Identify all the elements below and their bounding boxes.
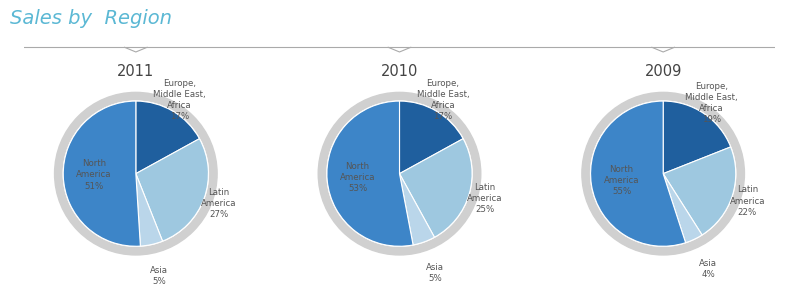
Text: North
America
55%: North America 55% (604, 165, 639, 196)
Text: Asia
5%: Asia 5% (426, 263, 444, 283)
Text: Europe,
Middle East,
Africa
17%: Europe, Middle East, Africa 17% (417, 79, 469, 121)
Wedge shape (663, 101, 730, 174)
Wedge shape (400, 174, 435, 245)
Wedge shape (400, 101, 463, 174)
Text: Asia
5%: Asia 5% (149, 266, 168, 286)
Circle shape (63, 101, 209, 246)
Text: North
America
51%: North America 51% (76, 159, 112, 191)
Text: 2011: 2011 (117, 64, 154, 79)
Circle shape (54, 92, 217, 255)
Wedge shape (327, 101, 413, 246)
Text: Latin
America
25%: Latin America 25% (467, 183, 503, 214)
Text: 2009: 2009 (645, 64, 682, 79)
Wedge shape (136, 139, 209, 241)
Text: Latin
America
22%: Latin America 22% (729, 185, 765, 217)
Circle shape (318, 92, 481, 255)
Text: North
America
53%: North America 53% (340, 162, 376, 193)
Wedge shape (400, 139, 472, 237)
Wedge shape (663, 174, 702, 243)
Text: Sales by  Region: Sales by Region (10, 9, 172, 28)
Wedge shape (663, 147, 736, 235)
Circle shape (590, 101, 736, 246)
Text: 2010: 2010 (381, 64, 418, 79)
Text: Europe,
Middle East,
Africa
19%: Europe, Middle East, Africa 19% (685, 82, 737, 124)
Wedge shape (590, 101, 686, 246)
Circle shape (582, 92, 745, 255)
Text: Europe,
Middle East,
Africa
17%: Europe, Middle East, Africa 17% (153, 79, 205, 121)
Text: Latin
America
27%: Latin America 27% (201, 188, 237, 219)
Wedge shape (63, 101, 141, 246)
Circle shape (327, 101, 472, 246)
Wedge shape (136, 174, 162, 246)
Text: Asia
4%: Asia 4% (699, 259, 717, 279)
Wedge shape (136, 101, 200, 174)
